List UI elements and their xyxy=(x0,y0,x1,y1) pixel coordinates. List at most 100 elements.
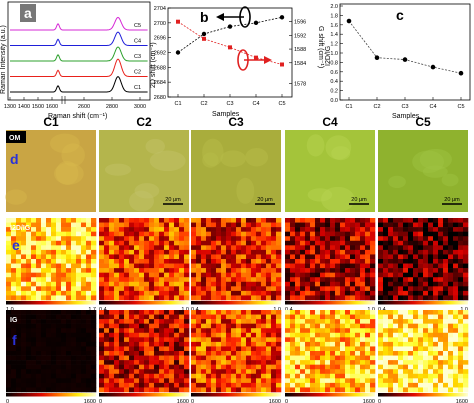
ig-colorbar xyxy=(285,393,375,397)
map-pixel xyxy=(418,360,424,365)
map-pixel xyxy=(340,314,346,320)
map-pixel xyxy=(99,227,105,232)
map-pixel xyxy=(11,369,17,375)
map-pixel xyxy=(134,295,140,301)
map-pixel xyxy=(305,231,311,237)
map-pixel xyxy=(179,323,185,329)
map-pixel xyxy=(174,245,180,251)
map-pixel xyxy=(428,387,434,393)
map-pixel xyxy=(398,373,404,379)
map-pixel xyxy=(443,254,449,260)
map-pixel xyxy=(21,382,27,388)
map-pixel xyxy=(201,286,207,292)
map-pixel xyxy=(305,263,311,269)
map-pixel xyxy=(231,290,237,296)
map-pixel xyxy=(71,382,77,388)
map-pixel xyxy=(393,236,399,242)
map-pixel xyxy=(61,314,67,320)
map-pixel xyxy=(305,227,311,232)
map-pixel xyxy=(325,286,331,292)
map-pixel xyxy=(335,259,341,264)
map-pixel xyxy=(285,382,291,388)
map-pixel xyxy=(370,369,376,375)
map-pixel xyxy=(159,222,165,228)
map-pixel xyxy=(16,310,22,315)
map-pixel xyxy=(191,341,197,347)
map-pixel xyxy=(261,341,267,347)
map-pixel xyxy=(408,236,414,242)
map-pixel xyxy=(154,319,160,324)
map-pixel xyxy=(119,387,125,393)
map-pixel xyxy=(91,382,97,388)
map-pixel xyxy=(408,254,414,260)
map-pixel xyxy=(149,337,155,343)
map-pixel xyxy=(226,240,232,246)
map-pixel xyxy=(383,369,389,375)
map-pixel xyxy=(325,373,331,379)
map-pixel xyxy=(124,373,130,379)
map-pixel xyxy=(231,254,237,260)
map-pixel xyxy=(76,351,82,356)
map-pixel xyxy=(251,314,257,320)
map-pixel xyxy=(211,222,217,228)
map-pixel xyxy=(196,227,202,232)
map-pixel xyxy=(355,277,361,283)
map-pixel xyxy=(300,272,306,278)
om-image-C2: 20 μm xyxy=(99,130,189,212)
map-pixel xyxy=(335,332,341,338)
map-pixel xyxy=(305,236,311,242)
map-pixel xyxy=(149,364,155,370)
map-pixel xyxy=(388,236,394,242)
map-pixel xyxy=(315,328,321,334)
map-pixel xyxy=(388,245,394,251)
map-pixel xyxy=(340,222,346,228)
map-pixel xyxy=(114,295,120,301)
map-pixel xyxy=(413,245,419,251)
map-pixel xyxy=(61,360,67,365)
map-pixel xyxy=(330,222,336,228)
map-pixel xyxy=(16,364,22,370)
map-pixel xyxy=(345,259,351,264)
map-pixel xyxy=(21,295,27,301)
map-pixel xyxy=(383,254,389,260)
map-pixel xyxy=(129,387,135,393)
map-pixel xyxy=(184,360,190,365)
map-pixel xyxy=(246,286,252,292)
map-pixel xyxy=(365,286,371,292)
map-pixel xyxy=(335,231,341,237)
map-pixel xyxy=(216,382,222,388)
map-pixel xyxy=(360,245,366,251)
map-pixel xyxy=(433,387,439,393)
map-pixel xyxy=(159,328,165,334)
map-pixel xyxy=(36,382,42,388)
map-pixel xyxy=(418,231,424,237)
map-pixel xyxy=(266,259,272,264)
map-pixel xyxy=(350,323,356,329)
map-pixel xyxy=(134,231,140,237)
map-pixel xyxy=(271,355,277,361)
ig-colorbar xyxy=(191,393,281,397)
map-pixel xyxy=(251,382,257,388)
map-pixel xyxy=(191,314,197,320)
xtick-label: C5 xyxy=(457,104,464,110)
map-pixel xyxy=(179,337,185,343)
map-pixel xyxy=(159,295,165,301)
map-pixel xyxy=(86,337,92,343)
map-pixel xyxy=(340,387,346,393)
map-pixel xyxy=(276,259,282,264)
map-pixel xyxy=(428,346,434,352)
column-headers: C1 C2 C3 C4 C5 xyxy=(43,115,431,129)
map-pixel xyxy=(6,351,12,356)
map-pixel xyxy=(51,310,57,315)
map-pixel xyxy=(201,245,207,251)
map-pixel xyxy=(360,222,366,228)
map-pixel xyxy=(365,227,371,232)
map-pixel xyxy=(169,259,175,264)
map-pixel xyxy=(144,295,150,301)
map-pixel xyxy=(184,369,190,375)
map-pixel xyxy=(236,249,242,255)
map-pixel xyxy=(300,259,306,264)
map-pixel xyxy=(355,254,361,260)
map-pixel xyxy=(290,378,296,384)
map-pixel xyxy=(241,355,247,361)
